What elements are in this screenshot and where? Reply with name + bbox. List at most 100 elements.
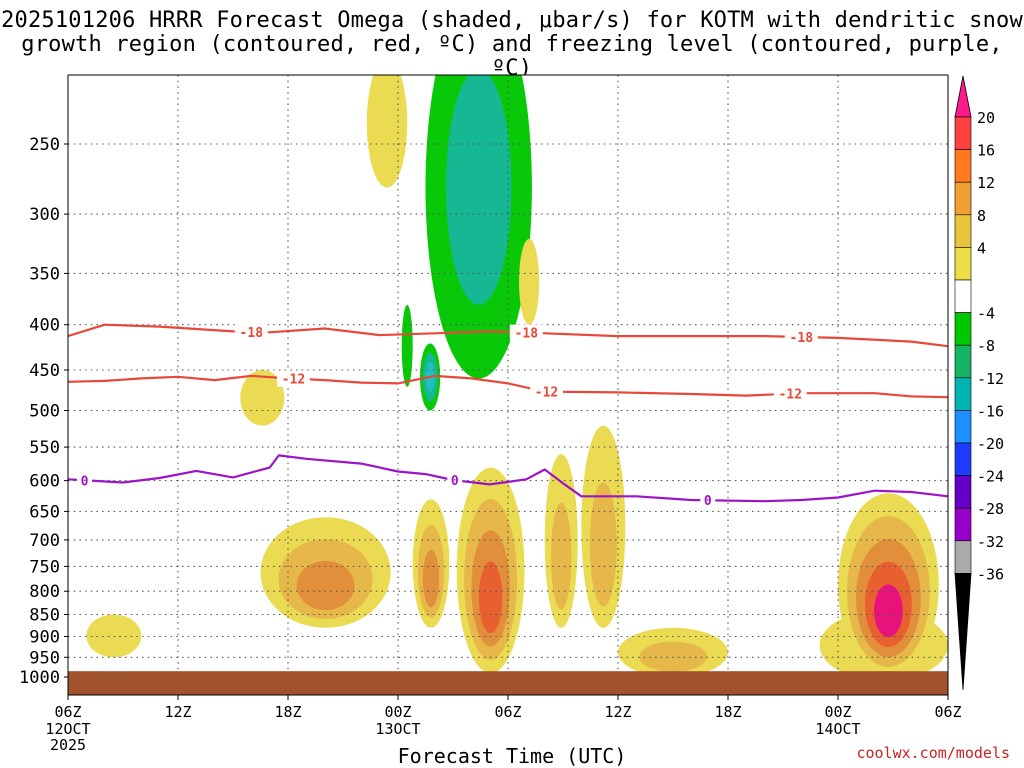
colorbar-label-12: -32	[977, 533, 1004, 551]
colorbar-bottom-arrow	[954, 573, 972, 691]
dgz-minus18-contour: -18 -18 -18	[68, 323, 948, 348]
omega-area-6	[260, 517, 391, 628]
freezing-level-contour: 0 0 0	[68, 454, 948, 509]
colorbar-segment-12	[954, 507, 972, 542]
omega-level-11-1	[639, 641, 707, 672]
dgz-minus12-label-bg-2	[773, 385, 807, 402]
colorbar-segment-7	[954, 344, 972, 379]
x-label-18: 00Z	[384, 703, 411, 721]
omega-level-8-3	[478, 561, 503, 634]
y-label-300: 300	[29, 205, 60, 225]
y-label-950: 950	[29, 648, 60, 668]
dgz-minus18-label-0: -18	[240, 326, 264, 341]
dgz-minus12-label-bg-0	[277, 370, 310, 387]
colorbar-segment-1	[954, 149, 972, 183]
colorbar-label-5: -4	[977, 305, 995, 323]
chart-title-line1: 2025101206 HRRR Forecast Omega (shaded, …	[1, 8, 1023, 33]
colorbar-label-10: -24	[977, 468, 1004, 486]
y-label-750: 750	[29, 557, 60, 577]
x-label-42: 00Z	[824, 703, 851, 721]
terrain-below-ground	[68, 671, 948, 695]
colorbar-label-0: 20	[977, 109, 995, 127]
colorbar-label-13: -36	[977, 565, 1004, 583]
colorbar-segment-11	[954, 475, 972, 509]
omega-level-5-0	[240, 370, 285, 426]
y-label-450: 450	[29, 361, 60, 381]
colorbar-segment-3	[954, 214, 972, 248]
colorbar-segment-5	[954, 279, 972, 313]
dgz-minus18-label-bg-0	[234, 323, 268, 340]
temperature-contours: -18 -18 -18 -12 -12 -12 0 0 0	[68, 323, 948, 509]
y-label-850: 850	[29, 606, 60, 626]
colorbar-label-6: -8	[977, 337, 995, 355]
omega-area-0	[425, 75, 532, 379]
freezing-level-label-2: 0	[704, 494, 712, 509]
colorbar-segment-6	[954, 312, 972, 346]
dgz-minus12-contour: -12 -12 -12	[68, 370, 948, 403]
y-label-400: 400	[29, 316, 60, 336]
omega-area-14	[838, 493, 939, 677]
x-axis-title: Forecast Time (UTC)	[397, 744, 627, 768]
colorbar-segment-8	[954, 377, 972, 411]
y-label-700: 700	[29, 531, 60, 551]
dgz-minus18-label-1: -18	[515, 327, 539, 342]
x-sublabel-42-0: 14OCT	[815, 720, 860, 738]
colorbar-segment-10	[954, 442, 972, 476]
site-credit: coolwx.com/models	[856, 744, 1010, 762]
grid-lines	[68, 75, 948, 695]
dgz-minus12-label-1: -12	[535, 386, 558, 401]
omega-level-6-2	[296, 560, 355, 611]
x-label-30: 12Z	[604, 703, 631, 721]
omega-area-7	[412, 499, 450, 628]
omega-area-10	[581, 425, 626, 628]
y-label-1000: 1000	[19, 668, 60, 688]
omega-area-5	[240, 370, 285, 426]
freezing-level-label-bg-0	[77, 472, 92, 489]
colorbar-segment-4	[954, 247, 972, 281]
dgz-minus18-label-bg-1	[509, 324, 543, 341]
y-label-350: 350	[29, 264, 60, 284]
x-label-48: 06Z	[934, 703, 961, 721]
colorbar-label-11: -28	[977, 500, 1004, 518]
x-sublabel-0-1: 2025	[50, 736, 86, 754]
dgz-minus18-label-bg-2	[784, 329, 818, 345]
colorbar-segment-2	[954, 181, 972, 216]
omega-level-12-0	[86, 614, 142, 658]
x-sublabel-0-0: 12OCT	[45, 720, 90, 738]
dgz-minus18-label-2: -18	[790, 331, 814, 346]
omega-level-0-1	[446, 75, 512, 305]
colorbar-label-4: 4	[977, 239, 986, 257]
colorbar-label-9: -20	[977, 435, 1004, 453]
omega-level-4-0	[519, 238, 540, 325]
y-label-550: 550	[29, 438, 60, 458]
omega-area-9	[544, 454, 578, 628]
freezing-level-label-1: 0	[451, 474, 459, 489]
omega-level-9-1	[551, 502, 572, 610]
colorbar-segment-0	[954, 116, 972, 150]
y-label-800: 800	[29, 582, 60, 602]
y-axis: 2503003504004505005506006507007508008509…	[19, 135, 68, 688]
omega-area-8	[456, 467, 525, 674]
omega-area-4	[519, 238, 540, 325]
y-label-250: 250	[29, 135, 60, 155]
freezing-level-line	[68, 454, 948, 503]
dgz-minus12-label-0: -12	[282, 373, 305, 388]
y-label-500: 500	[29, 402, 60, 422]
omega-level-1-0	[401, 304, 413, 387]
colorbar-label-2: 12	[977, 174, 995, 192]
omega-level-7-2	[422, 550, 440, 608]
dgz-minus12-label-bg-1	[530, 383, 563, 400]
colorbar-label-1: 16	[977, 142, 995, 160]
x-sublabel-18-0: 13OCT	[375, 720, 420, 738]
colorbar-label-7: -12	[977, 370, 1004, 388]
omega-shading	[86, 75, 948, 681]
y-label-600: 600	[29, 472, 60, 492]
x-label-36: 18Z	[714, 703, 741, 721]
omega-area-3	[366, 75, 408, 188]
omega-level-10-1	[589, 482, 617, 607]
omega-level-14-4	[874, 584, 903, 638]
omega-colorbar: 20 16 12 8 4 -4 -8 -12 -16 -20 -24 -28 -32 -36	[954, 75, 1004, 691]
freezing-level-label-bg-2	[700, 492, 716, 509]
